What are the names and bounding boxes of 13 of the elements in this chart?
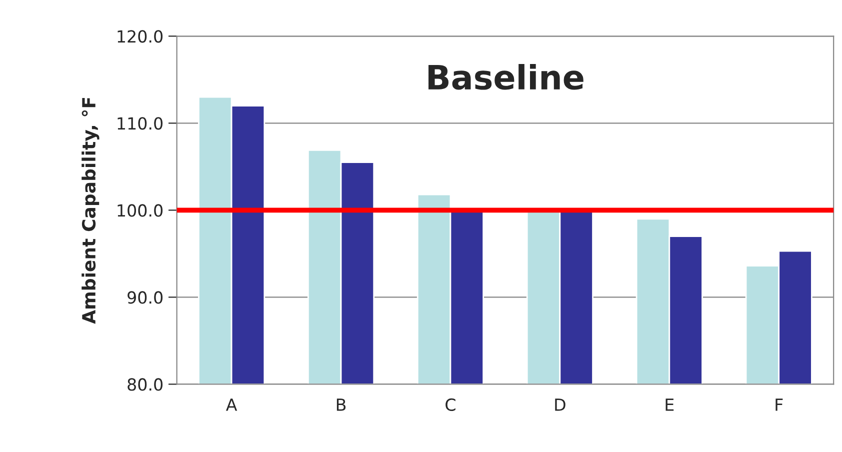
text: Baseline [428,64,584,90]
y-axis-title: Ambient Capability, °F [82,98,100,324]
y-tick-label: 80.0 [128,378,163,391]
x-tick-label: B [336,398,346,411]
x-tick-label: D [555,398,566,411]
y-tick-label: 100.0 [118,204,163,217]
x-tick-label: F [776,398,783,411]
x-tick-label: A [226,398,238,411]
y-tick-label: 90.0 [128,291,163,304]
x-tick-label: E [666,398,674,411]
y-tick-label: 110.0 [118,117,163,130]
x-tick-label: C [446,398,456,411]
y-tick-label: 120.0 [118,30,163,43]
